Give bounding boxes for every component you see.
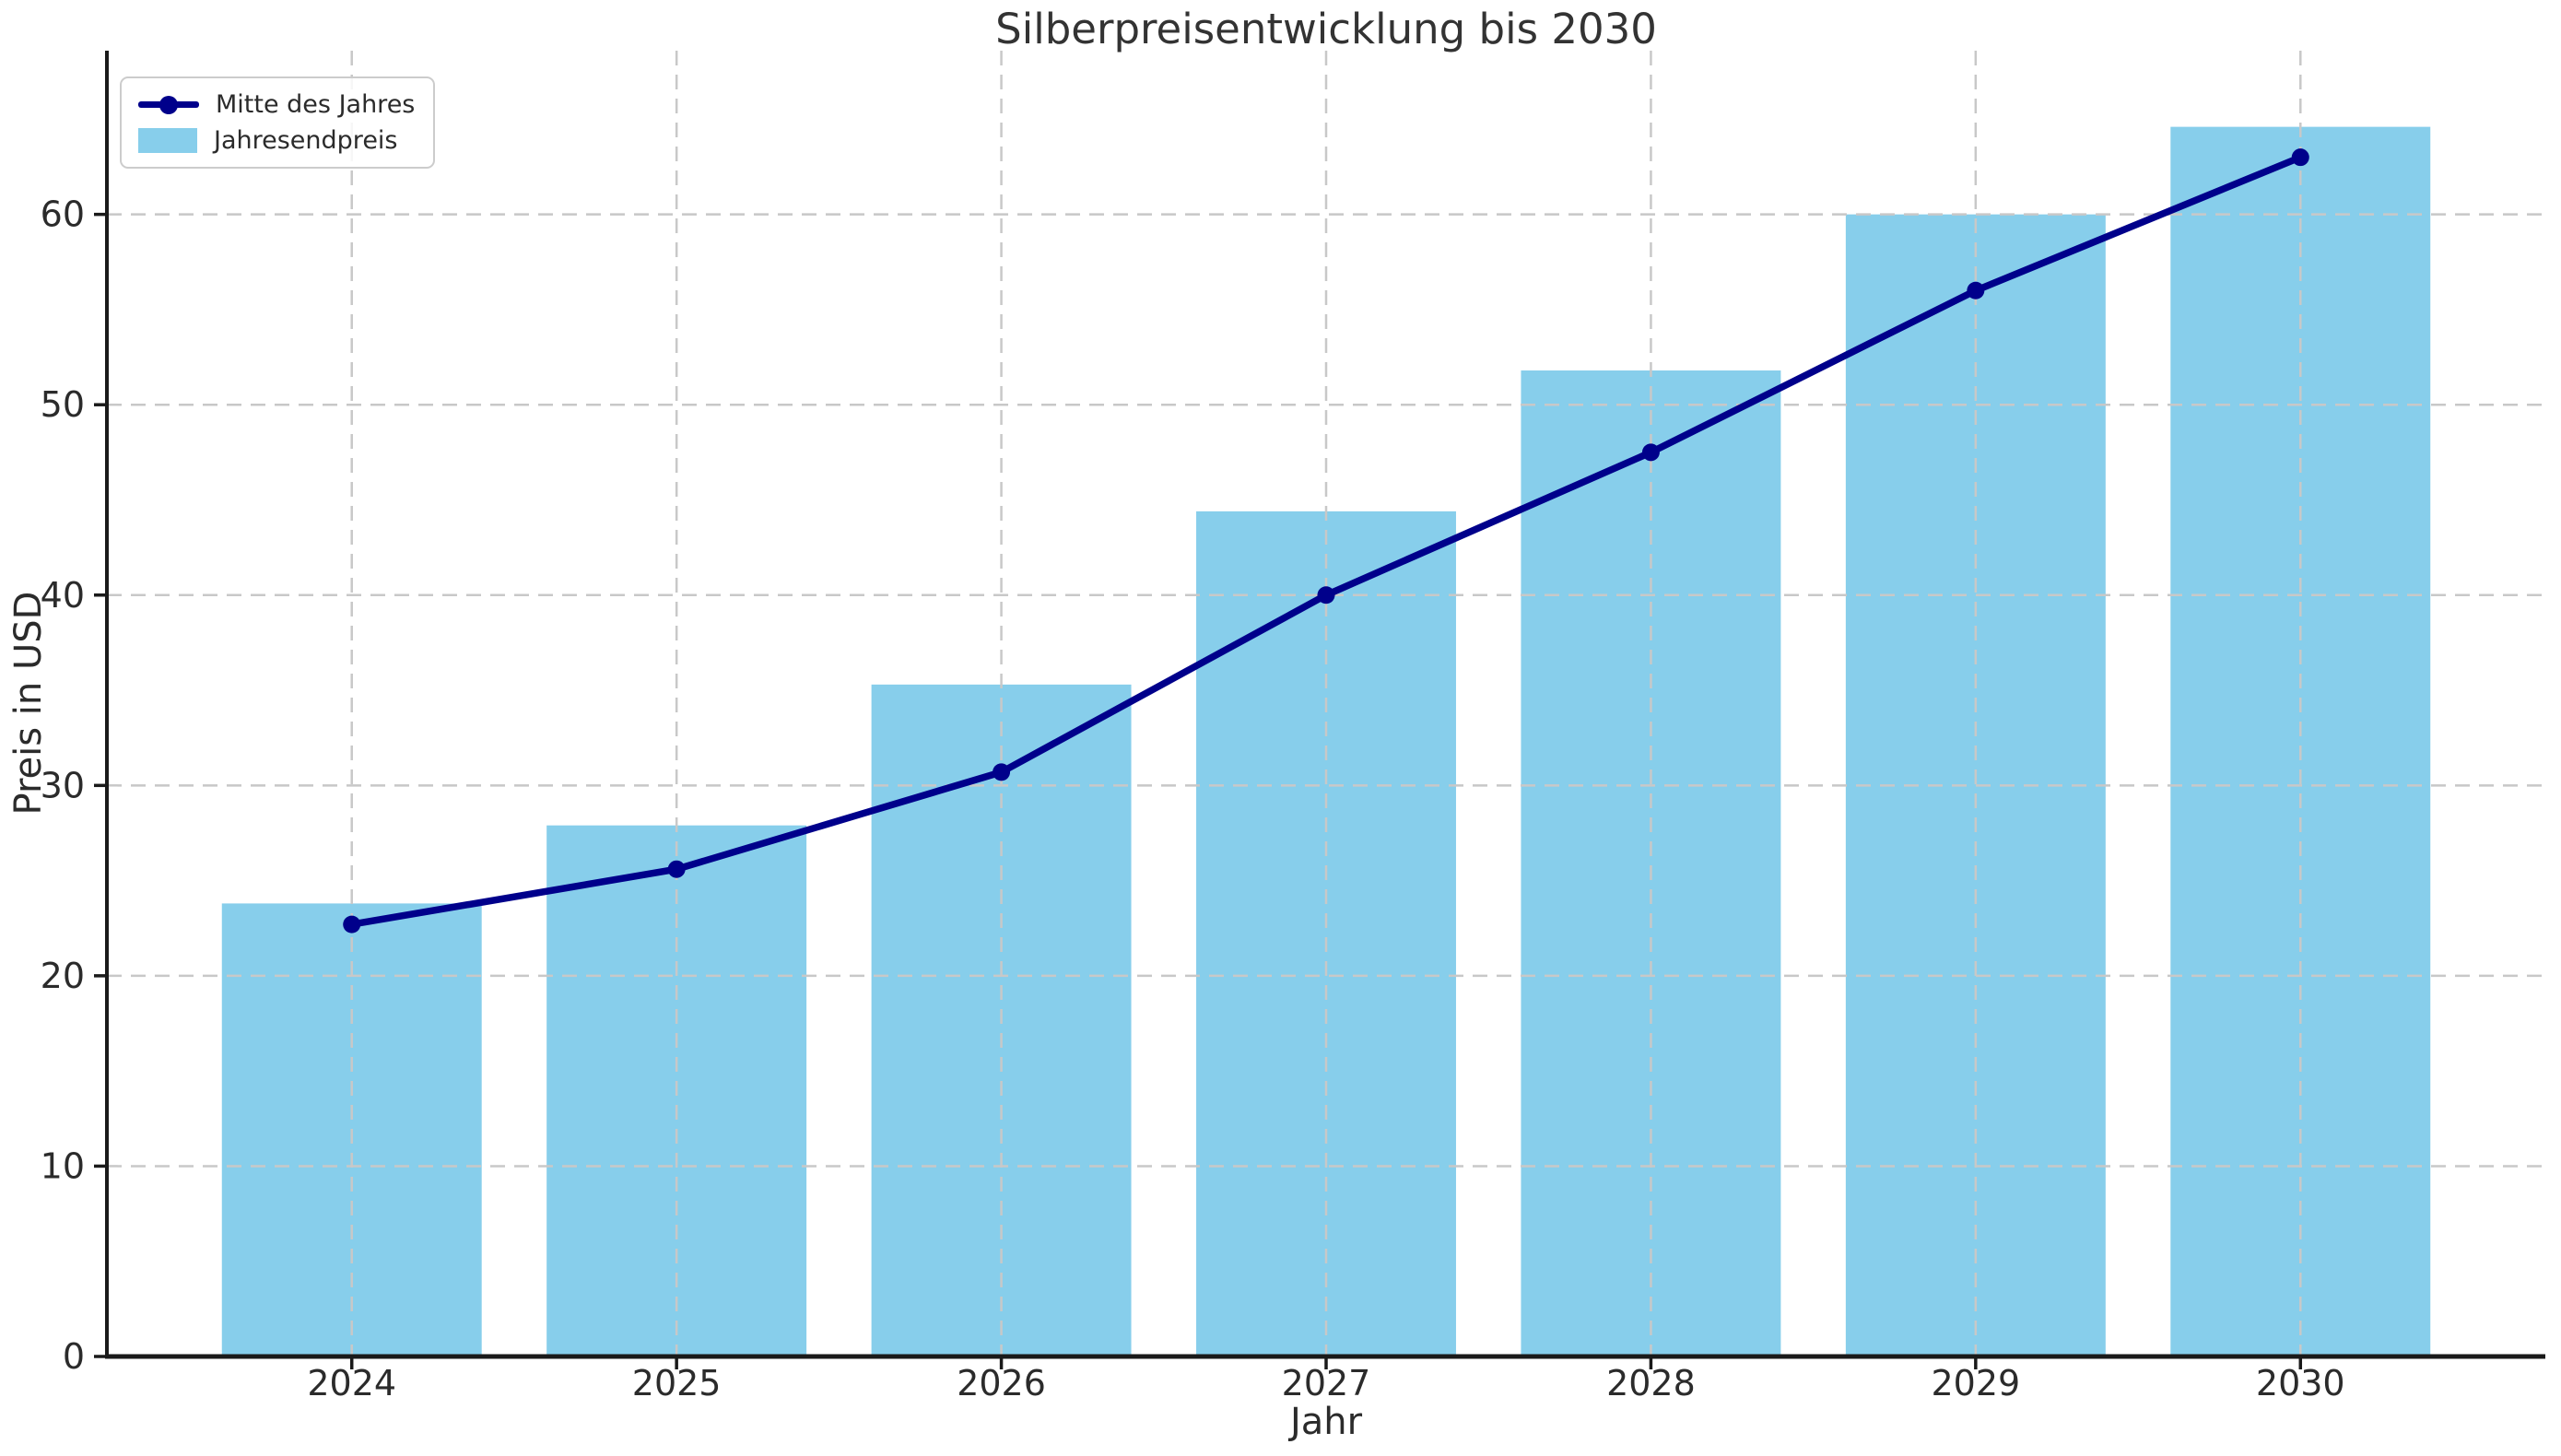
legend-item-mitte-des-jahres: Mitte des Jahres: [138, 92, 415, 117]
y-tick-label-30: 30: [41, 765, 85, 805]
marker-2029: [1967, 281, 1985, 299]
legend-line-sample: [138, 95, 199, 114]
y-tick-label-50: 50: [41, 384, 85, 425]
legend-label-mitte-des-jahres: Mitte des Jahres: [216, 90, 416, 119]
x-axis-label: Jahr: [1289, 1401, 1363, 1443]
legend-label-jahresendpreis: Jahresendpreis: [214, 126, 398, 155]
x-tick-label-2027: 2027: [1282, 1363, 1371, 1403]
x-tick-label-2025: 2025: [632, 1363, 722, 1403]
marker-2025: [667, 860, 686, 878]
bar-2030: [2170, 126, 2431, 1356]
marker-2024: [343, 915, 361, 933]
y-tick-label-60: 60: [41, 194, 85, 235]
x-tick-label-2029: 2029: [1931, 1363, 2020, 1403]
x-tick-label-2026: 2026: [957, 1363, 1046, 1403]
legend: Mitte des Jahres Jahresendpreis: [120, 76, 436, 169]
marker-2028: [1641, 443, 1660, 462]
x-tick-label-2024: 2024: [307, 1363, 396, 1403]
marker-2026: [993, 763, 1011, 781]
y-axis-label: Preis in USD: [7, 591, 50, 816]
legend-line-marker-icon: [159, 95, 178, 114]
y-tick-label-0: 0: [63, 1336, 85, 1377]
y-tick-label-10: 10: [41, 1145, 85, 1186]
x-tick-label-2028: 2028: [1606, 1363, 1696, 1403]
legend-bar-swatch: [138, 128, 197, 153]
chart-title: Silberpreisentwicklung bis 2030: [995, 5, 1657, 53]
y-tick-label-40: 40: [41, 575, 85, 616]
y-tick-label-20: 20: [41, 956, 85, 996]
marker-2030: [2291, 148, 2309, 167]
marker-2027: [1317, 586, 1335, 605]
legend-item-jahresendpreis: Jahresendpreis: [138, 128, 415, 153]
x-tick-label-2030: 2030: [2256, 1363, 2345, 1403]
